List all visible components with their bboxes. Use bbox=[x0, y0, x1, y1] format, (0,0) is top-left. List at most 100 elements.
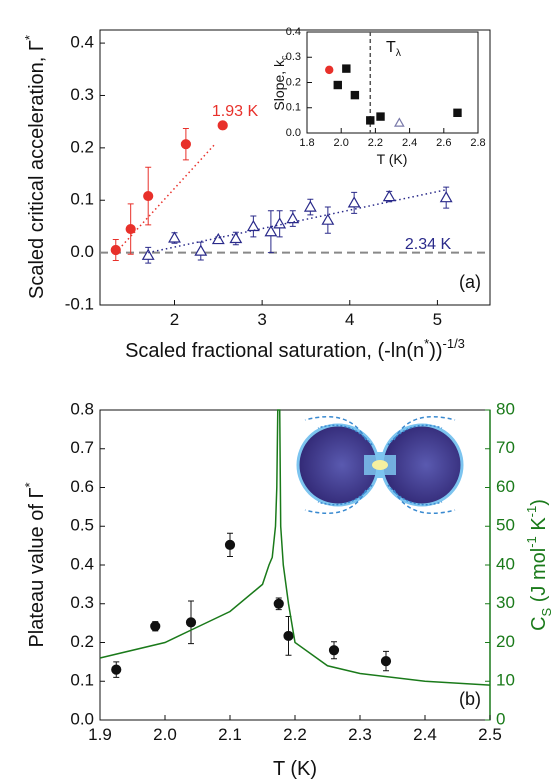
marker bbox=[110, 244, 121, 256]
label-part: )) bbox=[429, 340, 442, 362]
y-tick-label: -0.1 bbox=[65, 294, 94, 313]
y-tick-label: 0.1 bbox=[70, 190, 94, 209]
marker bbox=[229, 231, 243, 244]
y-tick-label: 0.3 bbox=[70, 593, 94, 612]
label-part: Scaled fractional saturation, (-ln(n bbox=[125, 340, 424, 362]
label-part: -1 bbox=[524, 506, 539, 518]
series-label: 2.34 K bbox=[405, 236, 452, 253]
label-part: Slope, k bbox=[271, 59, 287, 111]
y-tick-label: 0.0 bbox=[286, 127, 301, 139]
x-tick-label: 2.4 bbox=[402, 137, 417, 149]
marker bbox=[342, 64, 351, 73]
marker bbox=[347, 196, 361, 208]
marker bbox=[194, 244, 208, 256]
marker bbox=[143, 190, 154, 202]
x-tick-label: 5 bbox=[433, 310, 442, 329]
x-tick-label: 2.4 bbox=[413, 725, 437, 744]
marker bbox=[264, 225, 278, 237]
label-part: K bbox=[528, 517, 550, 537]
y-tick-label: 0.3 bbox=[70, 85, 94, 104]
y-tick-label: 0.1 bbox=[70, 671, 94, 690]
y2-tick-label: 60 bbox=[496, 477, 515, 496]
label-part: T (K) bbox=[377, 151, 408, 167]
marker bbox=[224, 539, 236, 550]
fit-line bbox=[115, 144, 215, 254]
marker bbox=[273, 217, 287, 229]
label-part: ) bbox=[528, 499, 550, 506]
label-part: (J mol bbox=[528, 548, 550, 608]
marker bbox=[111, 664, 122, 675]
marker bbox=[168, 231, 181, 243]
y-tick-label: 0.6 bbox=[70, 477, 94, 496]
label-part: * bbox=[22, 35, 37, 40]
data-line bbox=[99, 409, 491, 686]
y-tick-label: 0.4 bbox=[70, 554, 94, 573]
label-part: -1 bbox=[524, 536, 539, 548]
fit-line bbox=[148, 189, 447, 254]
y-tick-label: 0.3 bbox=[286, 51, 301, 63]
annotation: (a) bbox=[459, 272, 481, 292]
marker bbox=[180, 139, 191, 150]
y-axis-label: Plateau value of Γ* bbox=[22, 482, 48, 647]
y2-axis-label: CS (J mol-1 K-1) bbox=[524, 499, 554, 631]
marker bbox=[125, 223, 136, 235]
marker bbox=[185, 617, 197, 628]
marker bbox=[350, 90, 360, 100]
x-axis-label: T (K) bbox=[273, 758, 317, 780]
y-tick-label: 0.0 bbox=[70, 709, 94, 728]
x-tick-label: 1.9 bbox=[88, 725, 112, 744]
y2-tick-label: 80 bbox=[496, 399, 515, 418]
y-tick-label: 0.7 bbox=[70, 438, 94, 457]
y-tick-label: 0.4 bbox=[286, 26, 301, 38]
label-part: Plateau value of Γ bbox=[26, 488, 48, 648]
annotation: (b) bbox=[459, 689, 481, 709]
y2-tick-label: 30 bbox=[496, 593, 515, 612]
annotation: Tλ bbox=[386, 39, 402, 59]
x-tick-label: 2.8 bbox=[470, 137, 485, 149]
label-part: * bbox=[424, 336, 429, 351]
label-part: T bbox=[386, 39, 396, 56]
marker bbox=[439, 191, 453, 203]
x-tick-label: 1.8 bbox=[299, 137, 314, 149]
label-part: Scaled critical acceleration, Γ bbox=[26, 40, 48, 299]
label-part: * bbox=[22, 482, 37, 487]
marker bbox=[453, 108, 462, 117]
y-tick-label: 0.0 bbox=[70, 242, 94, 261]
series-label: 1.93 K bbox=[212, 103, 259, 120]
marker bbox=[393, 117, 405, 127]
label-part: C bbox=[528, 616, 550, 630]
y-tick-label: 0.2 bbox=[70, 632, 94, 651]
marker bbox=[286, 211, 300, 224]
y-tick-label: 0.1 bbox=[286, 102, 301, 114]
label-part: (b) bbox=[459, 689, 481, 709]
vortex-diagram bbox=[296, 416, 464, 514]
marker bbox=[303, 200, 317, 212]
y-axis-label: Slope, kc bbox=[271, 55, 290, 111]
marker bbox=[246, 219, 260, 232]
marker bbox=[366, 116, 375, 125]
marker bbox=[141, 248, 155, 260]
marker bbox=[333, 80, 342, 90]
x-tick-label: 2.5 bbox=[478, 725, 502, 744]
marker bbox=[283, 630, 294, 642]
y-axis-label: Scaled critical acceleration, Γ* bbox=[22, 35, 48, 299]
marker bbox=[380, 655, 392, 667]
y2-tick-label: 40 bbox=[496, 554, 515, 573]
x-tick-label: 2.2 bbox=[368, 137, 383, 149]
x-tick-label: 2.0 bbox=[334, 137, 349, 149]
marker bbox=[382, 189, 396, 202]
marker bbox=[321, 213, 335, 225]
label-part: -1/3 bbox=[443, 336, 465, 351]
label-part: S bbox=[539, 607, 554, 616]
marker bbox=[273, 598, 284, 609]
marker bbox=[325, 65, 334, 75]
x-tick-label: 2.3 bbox=[348, 725, 372, 744]
y2-tick-label: 50 bbox=[496, 516, 515, 535]
x-tick-label: 2.6 bbox=[436, 137, 451, 149]
marker bbox=[328, 645, 340, 656]
y-tick-label: 0.2 bbox=[70, 137, 94, 156]
y-tick-label: 0.2 bbox=[286, 76, 301, 88]
y-tick-label: 0.5 bbox=[70, 516, 94, 535]
plot-frame bbox=[99, 29, 491, 306]
